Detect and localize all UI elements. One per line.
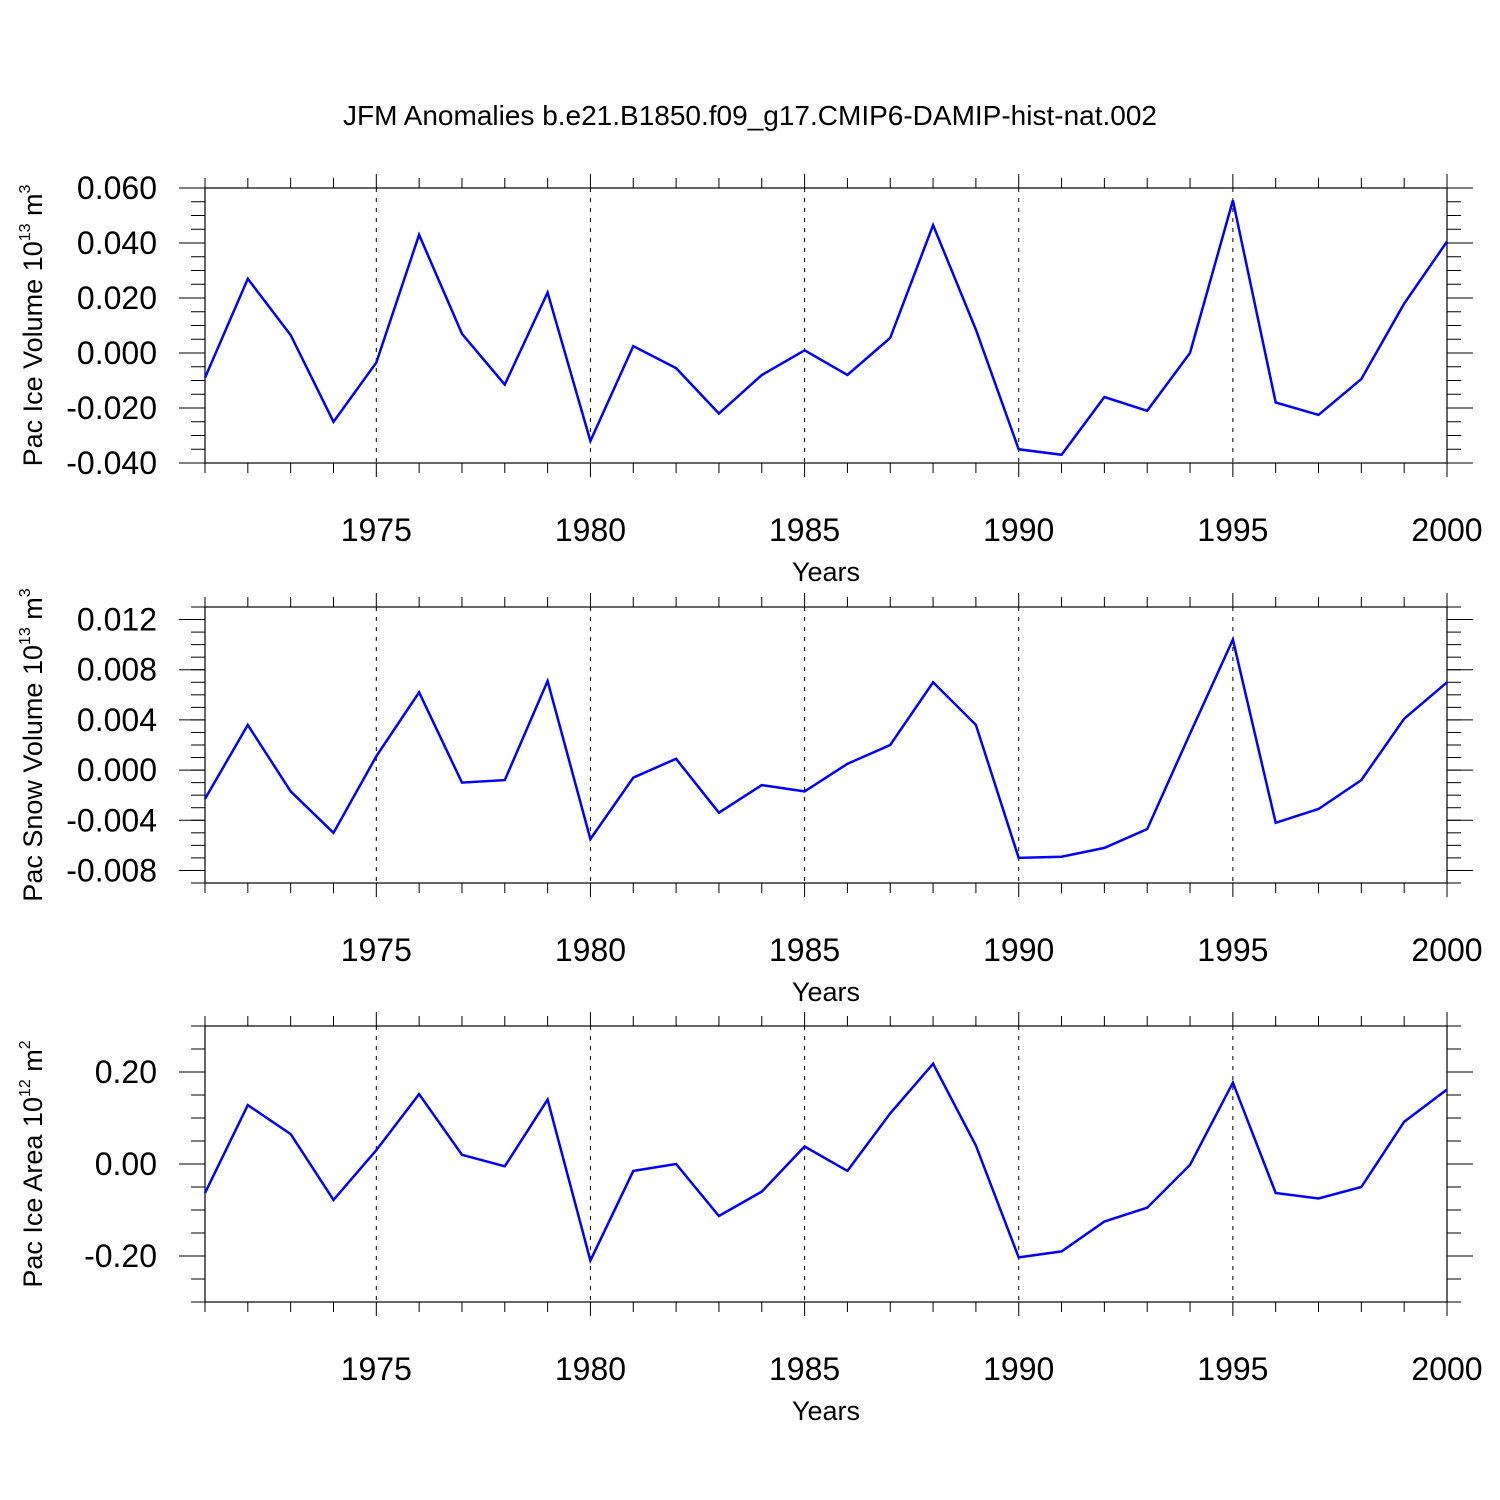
y-tick-label: 0.008 bbox=[77, 652, 157, 688]
x-tick-label: 1985 bbox=[769, 1351, 840, 1387]
x-axis-label: Years bbox=[792, 977, 860, 1007]
y-tick-label: -0.040 bbox=[66, 445, 157, 481]
panel-snow-volume: 1975 1980 1985 1990 1995 2000 -0.008 -0.004 0.00… bbox=[17, 588, 1483, 1007]
y-axis-label: Pac Ice Volume 1013 m3 bbox=[17, 184, 48, 466]
x-tick-label: 1995 bbox=[1197, 512, 1268, 548]
x-tick-label: 1980 bbox=[555, 512, 626, 548]
x-tick-label: 1975 bbox=[341, 932, 412, 968]
y-axis-label: Pac Snow Volume 1013 m3 bbox=[17, 588, 48, 901]
x-tick-label: 1980 bbox=[555, 1351, 626, 1387]
plot-frame bbox=[204, 606, 1448, 884]
y-tick-label: -0.020 bbox=[66, 390, 157, 426]
y-tick-label: -0.20 bbox=[84, 1238, 157, 1274]
series-line bbox=[203, 635, 1448, 860]
y-tick-label: 0.012 bbox=[77, 602, 157, 638]
x-tick-label: 2000 bbox=[1411, 512, 1482, 548]
x-axis-label: Years bbox=[792, 557, 860, 587]
panel-ice-volume: 1975 1980 1985 1990 1995 2000 -0.040 -0.020 0.00… bbox=[17, 170, 1483, 587]
series-line bbox=[203, 1061, 1448, 1265]
y-tick-label: -0.008 bbox=[66, 852, 157, 888]
y-tick-label: 0.060 bbox=[77, 170, 157, 206]
figure-title: JFM Anomalies b.e21.B1850.f09_g17.CMIP6-… bbox=[343, 100, 1157, 131]
x-tick-label: 1995 bbox=[1197, 932, 1268, 968]
x-tick-label: 1990 bbox=[983, 932, 1054, 968]
y-tick-label: 0.000 bbox=[77, 335, 157, 371]
y-tick-label: 0.020 bbox=[77, 280, 157, 316]
x-axis-label: Years bbox=[792, 1396, 860, 1426]
x-tick-label: 1975 bbox=[341, 1351, 412, 1387]
x-tick-label: 2000 bbox=[1411, 932, 1482, 968]
y-tick-label: 0.004 bbox=[77, 702, 157, 738]
series-line bbox=[203, 200, 1449, 457]
y-tick-label: 0.040 bbox=[77, 225, 157, 261]
plot-frame bbox=[204, 187, 1448, 464]
panel-ice-area: 1975 1980 1985 1990 1995 2000 -0.20 0.00 0.20 Yea… bbox=[17, 1012, 1483, 1426]
y-axis-label: Pac Ice Area 1012 m2 bbox=[17, 1040, 48, 1287]
y-tick-label: 0.00 bbox=[95, 1146, 157, 1182]
x-tick-label: 1985 bbox=[769, 932, 840, 968]
x-tick-label: 1985 bbox=[769, 512, 840, 548]
plot-frame bbox=[204, 1025, 1448, 1303]
y-tick-label: -0.004 bbox=[66, 802, 157, 838]
x-tick-label: 1990 bbox=[983, 512, 1054, 548]
x-tick-label: 1990 bbox=[983, 1351, 1054, 1387]
x-tick-label: 1980 bbox=[555, 932, 626, 968]
y-tick-label: 0.000 bbox=[77, 752, 157, 788]
x-tick-label: 1975 bbox=[341, 512, 412, 548]
x-tick-label: 1995 bbox=[1197, 1351, 1268, 1387]
x-tick-label: 2000 bbox=[1411, 1351, 1482, 1387]
y-tick-label: 0.20 bbox=[95, 1054, 157, 1090]
